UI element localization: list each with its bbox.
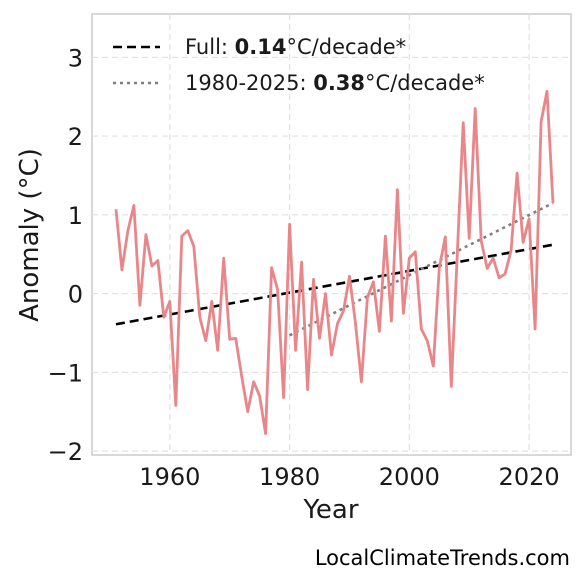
legend-entry: 1980-2025: 0.38°C/decade*: [185, 71, 485, 95]
x-axis-label: Year: [302, 495, 358, 525]
legend: Full: 0.14°C/decade* 1980-2025: 0.38°C/de…: [113, 35, 485, 95]
x-tick-label: 2000: [379, 463, 440, 491]
y-axis-label: Anomaly (°C): [15, 148, 45, 322]
y-tick-label: 3: [68, 44, 83, 72]
x-tick-label: 1960: [139, 463, 200, 491]
trend-lines: [115, 201, 554, 337]
x-tick-labels: 1960 1980 2000 2020: [139, 463, 559, 491]
legend-entry: Full: 0.14°C/decade*: [185, 35, 406, 59]
y-tick-label: 0: [68, 281, 83, 309]
y-tick-label: 2: [68, 123, 83, 151]
anomaly-series-line: [114, 89, 555, 436]
series-lines: [114, 89, 555, 436]
full-trend-line: [115, 243, 554, 326]
y-tick-labels: −2 −1 0 1 2 3: [48, 44, 83, 466]
x-tick-label: 1980: [259, 463, 320, 491]
source-footer: LocalClimateTrends.com: [314, 546, 570, 570]
y-tick-label: −2: [48, 438, 83, 466]
y-tick-label: −1: [48, 359, 83, 387]
x-tick-label: 2020: [499, 463, 560, 491]
y-tick-label: 1: [68, 202, 83, 230]
recent-trend-line: [289, 201, 554, 337]
